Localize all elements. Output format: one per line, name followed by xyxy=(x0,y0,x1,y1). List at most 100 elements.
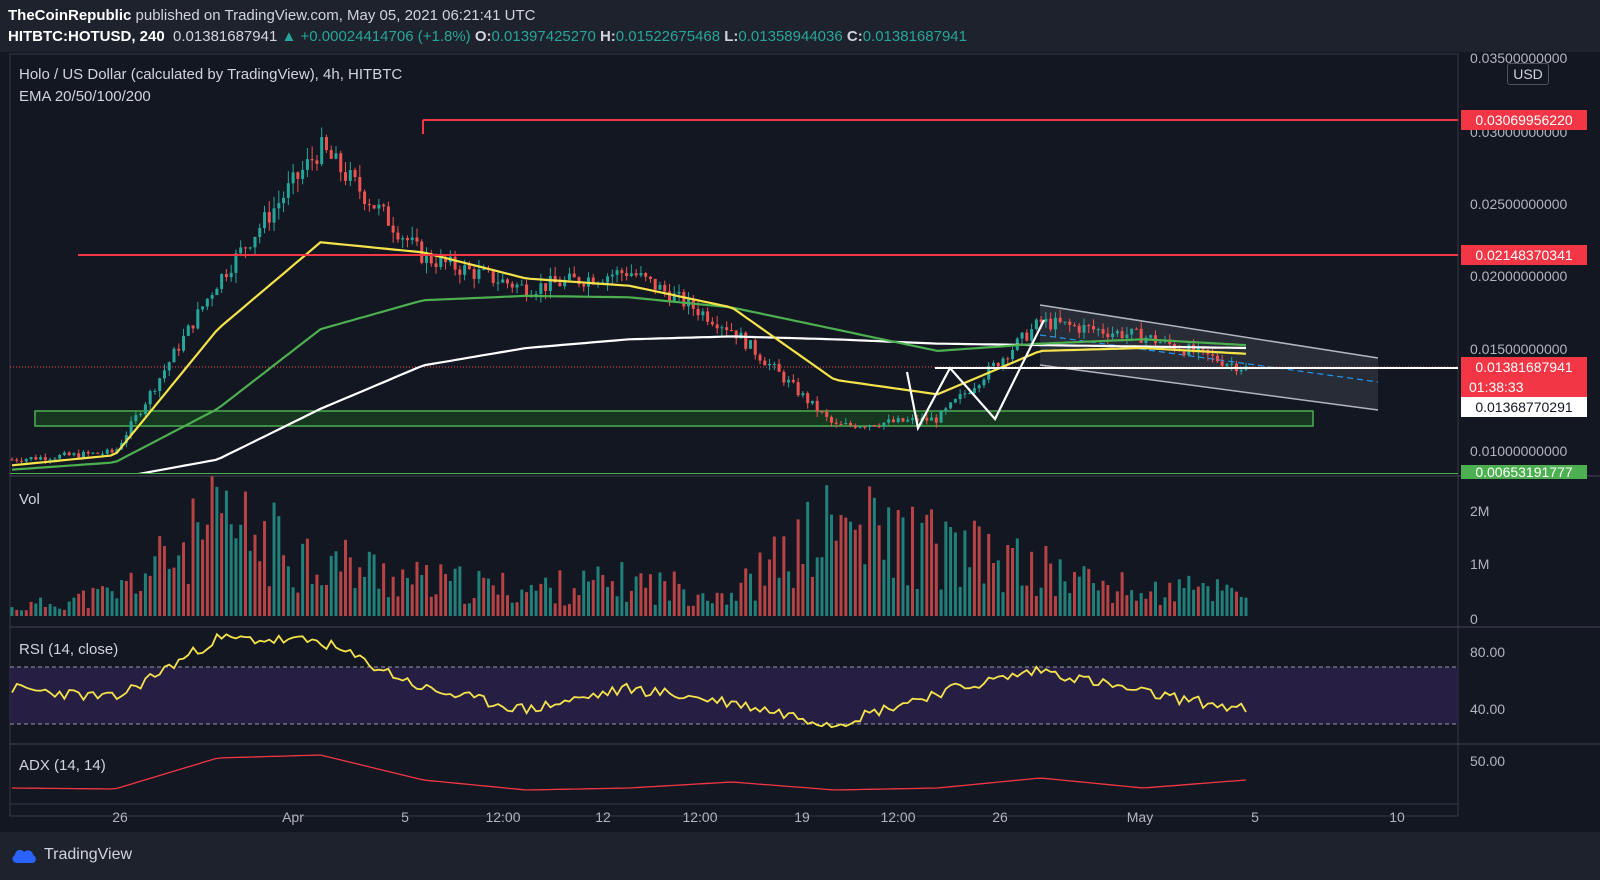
channel-midline[interactable] xyxy=(1039,334,1379,383)
candle-body[interactable] xyxy=(791,379,795,383)
candle-body[interactable] xyxy=(639,273,643,276)
candle-body[interactable] xyxy=(577,277,581,285)
candle-body[interactable] xyxy=(77,453,81,458)
candle-body[interactable] xyxy=(625,273,629,276)
candle-body[interactable] xyxy=(1087,325,1091,327)
candle-body[interactable] xyxy=(563,279,567,287)
candle-body[interactable] xyxy=(996,362,1000,367)
candle-body[interactable] xyxy=(248,247,252,249)
candle-body[interactable] xyxy=(401,238,405,240)
candle-body[interactable] xyxy=(558,282,562,287)
candle-body[interactable] xyxy=(1034,319,1038,330)
candle-body[interactable] xyxy=(353,170,357,178)
candle-body[interactable] xyxy=(696,308,700,316)
candle-body[interactable] xyxy=(896,418,900,423)
candle-body[interactable] xyxy=(96,452,100,454)
candle-body[interactable] xyxy=(825,411,829,417)
candle-body[interactable] xyxy=(906,419,910,422)
candle-body[interactable] xyxy=(291,172,295,184)
candle-body[interactable] xyxy=(787,379,791,383)
candle-body[interactable] xyxy=(1049,318,1053,330)
candle-body[interactable] xyxy=(263,212,267,229)
candle-body[interactable] xyxy=(162,370,166,379)
candle-body[interactable] xyxy=(615,270,619,275)
candle-body[interactable] xyxy=(544,283,548,291)
candle-body[interactable] xyxy=(134,415,138,422)
candle-body[interactable] xyxy=(677,291,681,294)
candle-body[interactable] xyxy=(591,277,595,285)
candle-body[interactable] xyxy=(1192,344,1196,353)
candle-body[interactable] xyxy=(682,291,686,307)
candle-body[interactable] xyxy=(734,330,738,339)
candle-body[interactable] xyxy=(620,270,624,274)
candle-body[interactable] xyxy=(267,212,271,223)
candle-body[interactable] xyxy=(339,153,343,173)
ema-legend[interactable]: EMA 20/50/100/200 xyxy=(19,88,151,105)
candle-body[interactable] xyxy=(286,183,290,198)
candle-body[interactable] xyxy=(977,385,981,389)
candle-body[interactable] xyxy=(801,393,805,396)
candle-body[interactable] xyxy=(1058,317,1062,323)
candle-body[interactable] xyxy=(706,311,710,322)
candle-body[interactable] xyxy=(463,265,467,275)
candle-body[interactable] xyxy=(124,435,128,444)
candle-body[interactable] xyxy=(582,284,586,287)
ema-50-line[interactable] xyxy=(11,294,1247,471)
vol-legend[interactable]: Vol xyxy=(19,491,40,508)
candle-body[interactable] xyxy=(1215,355,1219,362)
candle-body[interactable] xyxy=(182,335,186,351)
candle-body[interactable] xyxy=(210,295,214,299)
candle-body[interactable] xyxy=(1211,354,1215,356)
candle-body[interactable] xyxy=(86,451,90,454)
candle-body[interactable] xyxy=(806,393,810,404)
candle-body[interactable] xyxy=(277,203,281,209)
candle-body[interactable] xyxy=(453,256,457,270)
candle-body[interactable] xyxy=(1220,361,1224,366)
candle-body[interactable] xyxy=(710,321,714,325)
candle-body[interactable] xyxy=(872,425,876,427)
candle-body[interactable] xyxy=(982,379,986,386)
candle-body[interactable] xyxy=(1092,326,1096,330)
candle-body[interactable] xyxy=(658,284,662,290)
candle-body[interactable] xyxy=(768,363,772,366)
candle-body[interactable] xyxy=(863,426,867,428)
candle-body[interactable] xyxy=(367,203,371,206)
candle-body[interactable] xyxy=(1115,331,1119,334)
candle-body[interactable] xyxy=(15,459,19,461)
candle-body[interactable] xyxy=(1158,341,1162,344)
candle-body[interactable] xyxy=(282,197,286,204)
candle-body[interactable] xyxy=(1111,333,1115,338)
candle-body[interactable] xyxy=(748,340,752,349)
candle-body[interactable] xyxy=(1039,319,1043,322)
symbol-legend[interactable]: Holo / US Dollar (calculated by TradingV… xyxy=(19,66,403,83)
candle-body[interactable] xyxy=(148,391,152,405)
candle-body[interactable] xyxy=(1239,369,1243,372)
candle-body[interactable] xyxy=(634,273,638,276)
channel-lower-line[interactable] xyxy=(1039,364,1379,411)
rsi-line[interactable] xyxy=(11,632,1247,729)
candle-body[interactable] xyxy=(829,416,833,423)
candle-body[interactable] xyxy=(815,400,819,412)
candle-body[interactable] xyxy=(887,419,891,423)
ema-20-line[interactable] xyxy=(11,241,1247,467)
candle-body[interactable] xyxy=(1125,334,1129,339)
candle-body[interactable] xyxy=(1120,331,1124,339)
candle-body[interactable] xyxy=(10,459,14,461)
candle-body[interactable] xyxy=(53,458,57,460)
candle-body[interactable] xyxy=(1106,333,1110,338)
candle-body[interactable] xyxy=(753,340,757,355)
candle-body[interactable] xyxy=(1101,329,1105,334)
candle-body[interactable] xyxy=(467,265,471,270)
candle-body[interactable] xyxy=(220,274,224,289)
candle-body[interactable] xyxy=(882,422,886,427)
candle-body[interactable] xyxy=(758,354,762,361)
candle-body[interactable] xyxy=(1020,332,1024,339)
candle-body[interactable] xyxy=(29,457,33,460)
candle-body[interactable] xyxy=(310,159,314,161)
candle-body[interactable] xyxy=(725,327,729,331)
candle-body[interactable] xyxy=(186,325,190,336)
candle-body[interactable] xyxy=(729,330,733,332)
candle-body[interactable] xyxy=(115,449,119,453)
double-bottom-pattern[interactable] xyxy=(905,319,1045,432)
currency-badge[interactable]: USD xyxy=(1507,63,1549,85)
